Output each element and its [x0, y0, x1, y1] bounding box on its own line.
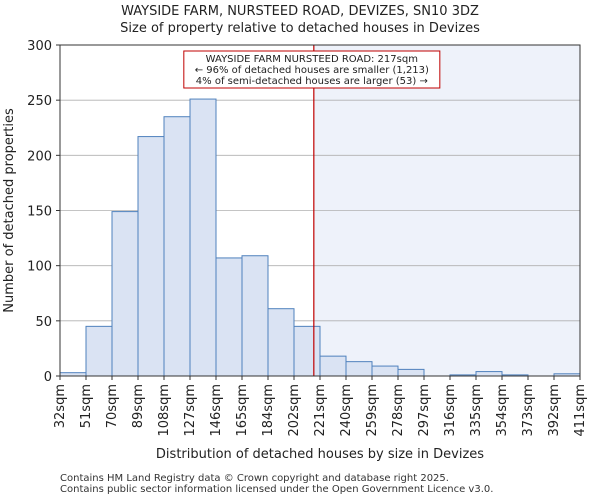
bar-335sqm	[475, 371, 503, 377]
y-tick-label-200: 200	[27, 149, 52, 164]
annotation-line-3: 4% of semi-detached houses are larger (5…	[196, 76, 428, 87]
bar-278sqm	[397, 368, 425, 377]
bar-184sqm	[267, 308, 295, 377]
x-tick-label-259sqm: 259sqm	[365, 384, 380, 437]
x-tick-label-127sqm: 127sqm	[183, 384, 198, 437]
y-tick-label-100: 100	[27, 260, 52, 275]
bar-202sqm	[293, 325, 321, 377]
x-tick-label-70sqm: 70sqm	[105, 384, 120, 428]
bar-146sqm	[215, 257, 243, 377]
annotation-line-1: WAYSIDE FARM NURSTEED ROAD: 217sqm	[206, 54, 418, 65]
x-tick-label-221sqm: 221sqm	[313, 384, 328, 437]
x-tick-label-373sqm: 373sqm	[521, 384, 536, 437]
y-axis-title: Number of detached properties	[2, 108, 17, 313]
bar-89sqm	[137, 136, 165, 377]
x-tick-label-335sqm: 335sqm	[469, 384, 484, 437]
bar-127sqm	[189, 98, 217, 377]
x-tick-label-411sqm: 411sqm	[573, 384, 588, 437]
y-tick-label-0: 0	[44, 370, 52, 385]
x-tick-label-240sqm: 240sqm	[339, 384, 354, 437]
chart-subtitle: Size of property relative to detached ho…	[120, 21, 480, 36]
bar-70sqm	[111, 211, 139, 377]
x-tick-label-165sqm: 165sqm	[235, 384, 250, 437]
x-tick-label-89sqm: 89sqm	[131, 384, 146, 428]
x-tick-label-108sqm: 108sqm	[157, 384, 172, 437]
x-tick-label-278sqm: 278sqm	[391, 384, 406, 437]
annotation-line-2: ← 96% of detached houses are smaller (1,…	[195, 65, 429, 76]
bar-165sqm	[241, 255, 269, 377]
x-tick-label-316sqm: 316sqm	[443, 384, 458, 437]
x-tick-label-392sqm: 392sqm	[547, 384, 562, 437]
y-tick-label-150: 150	[27, 205, 52, 220]
x-tick-label-51sqm: 51sqm	[79, 384, 94, 428]
bar-108sqm	[163, 116, 191, 377]
bar-240sqm	[345, 361, 373, 377]
x-tick-label-32sqm: 32sqm	[53, 384, 68, 428]
x-tick-label-354sqm: 354sqm	[495, 384, 510, 437]
x-tick-label-146sqm: 146sqm	[209, 384, 224, 437]
annotation-box	[183, 50, 441, 89]
x-tick-label-184sqm: 184sqm	[261, 384, 276, 437]
x-tick-label-202sqm: 202sqm	[287, 384, 302, 437]
x-tick-label-297sqm: 297sqm	[417, 384, 432, 437]
footer-line-1: Contains HM Land Registry data © Crown c…	[60, 473, 449, 484]
footer-line-2: Contains public sector information licen…	[60, 484, 494, 495]
y-tick-label-50: 50	[35, 315, 52, 330]
chart-title: WAYSIDE FARM, NURSTEED ROAD, DEVIZES, SN…	[121, 4, 479, 19]
x-axis-title: Distribution of detached houses by size …	[156, 447, 484, 462]
bar-221sqm	[319, 355, 347, 377]
bar-51sqm	[85, 325, 113, 377]
y-tick-label-250: 250	[27, 94, 52, 109]
bar-259sqm	[371, 365, 399, 377]
y-tick-label-300: 300	[27, 39, 52, 54]
